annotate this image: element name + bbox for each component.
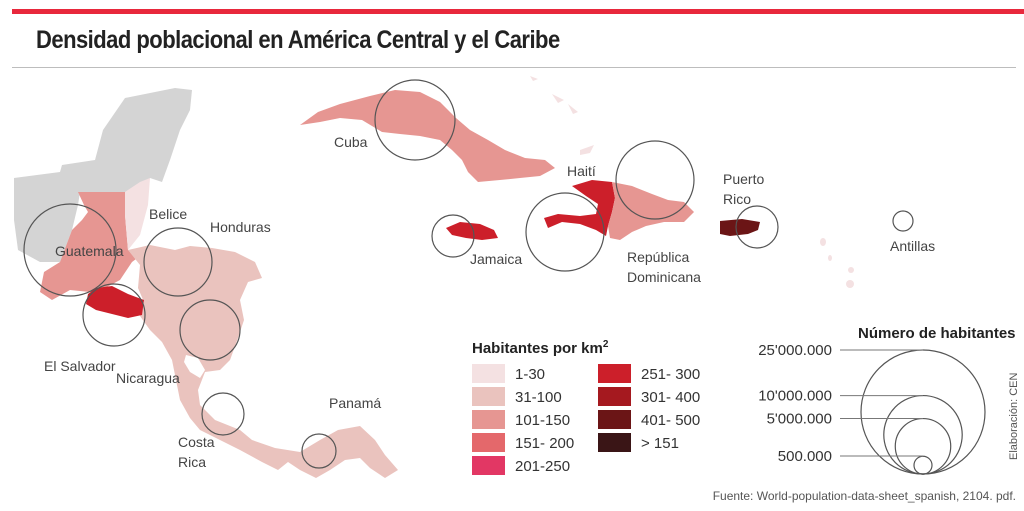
mexico-region xyxy=(14,88,192,262)
density-legend-label: 1-30 xyxy=(515,366,545,383)
size-legend-label: 5'000.000 xyxy=(767,411,832,428)
size-legend-circle xyxy=(913,455,933,475)
density-legend-label: 301- 400 xyxy=(641,389,700,406)
density-legend-label: 251- 300 xyxy=(641,366,700,383)
density-legend: Habitantes por km2 1-30 31-100 101-150 151-… xyxy=(472,339,700,475)
page-title: Densidad poblacional en América Central … xyxy=(36,26,560,54)
population-circle-jamaica xyxy=(431,214,475,258)
size-legend-title: Número de habitantes xyxy=(858,325,1016,342)
label-puerto-rico-1: Puerto xyxy=(723,171,764,187)
small-islands xyxy=(530,76,854,288)
density-legend-label: 101-150 xyxy=(515,412,570,429)
size-legend-circle xyxy=(894,417,952,475)
density-legend-title-superscript: 2 xyxy=(603,339,609,350)
population-circle-dominican-republic xyxy=(615,140,695,220)
label-jamaica: Jamaica xyxy=(470,251,522,267)
label-antillas: Antillas xyxy=(890,238,935,254)
population-circle-panama xyxy=(301,433,337,469)
label-costa-rica-1: Costa xyxy=(178,434,215,450)
title-divider xyxy=(12,67,1016,68)
country-puerto-rico xyxy=(720,219,760,236)
size-legend-circle xyxy=(883,394,963,475)
label-rep-dom-2: Dominicana xyxy=(627,269,701,285)
density-legend-title-text: Habitantes por km xyxy=(472,340,603,357)
density-legend-label: 201-250 xyxy=(515,458,570,475)
population-circle-antillas xyxy=(892,210,914,232)
density-swatch xyxy=(472,387,505,406)
label-costa-rica-2: Rica xyxy=(178,454,206,470)
label-haiti: Haití xyxy=(567,163,596,179)
population-circle-el-salvador xyxy=(82,283,146,347)
size-legend-label: 25'000.000 xyxy=(758,342,832,359)
lake-nicaragua xyxy=(184,355,205,378)
density-swatch xyxy=(598,433,631,452)
label-belice: Belice xyxy=(149,206,187,222)
population-circle-honduras xyxy=(143,227,213,297)
label-el-salvador: El Salvador xyxy=(44,358,116,374)
country-cuba xyxy=(300,90,555,182)
source-note: Fuente: World-population-data-sheet_span… xyxy=(712,489,1016,503)
label-puerto-rico-2: Rico xyxy=(723,191,751,207)
label-rep-dom-1: República xyxy=(627,249,689,265)
country-dominican-republic xyxy=(608,182,694,240)
label-nicaragua: Nicaragua xyxy=(116,370,180,386)
density-swatch xyxy=(472,364,505,383)
country-jamaica xyxy=(446,222,498,240)
density-swatch xyxy=(598,364,631,383)
density-swatch xyxy=(472,410,505,429)
density-legend-label: 151- 200 xyxy=(515,435,574,452)
country-honduras-nicaragua xyxy=(128,245,398,478)
size-legend-circle xyxy=(860,349,986,475)
population-circle-haiti xyxy=(525,192,605,272)
country-belice xyxy=(125,178,150,250)
size-legend-label: 500.000 xyxy=(778,448,832,465)
label-guatemala: Guatemala xyxy=(55,243,124,259)
population-circle-nicaragua xyxy=(179,299,241,361)
density-swatch xyxy=(598,387,631,406)
density-legend-label: > 151 xyxy=(641,435,679,452)
density-swatch xyxy=(472,433,505,452)
accent-bar xyxy=(12,9,1024,14)
density-swatch xyxy=(472,456,505,475)
density-legend-label: 401- 500 xyxy=(641,412,700,429)
country-el-salvador xyxy=(86,286,144,318)
size-legend-label: 10'000.000 xyxy=(758,388,832,405)
population-circle-cuba xyxy=(374,79,456,161)
population-circle-puerto-rico xyxy=(735,205,779,249)
density-swatch xyxy=(598,410,631,429)
label-cuba: Cuba xyxy=(334,134,368,150)
density-legend-title: Habitantes por km2 xyxy=(472,339,609,357)
country-haiti xyxy=(544,180,615,236)
credit-note: Elaboración: CEN xyxy=(1008,372,1020,460)
size-legend: Número de habitantes 25'000.000 10'000.00… xyxy=(758,325,1016,475)
density-legend-label: 31-100 xyxy=(515,389,562,406)
population-circle-costa-rica xyxy=(201,392,245,436)
population-circle-guatemala xyxy=(23,203,117,297)
label-honduras: Honduras xyxy=(210,219,271,235)
label-panama: Panamá xyxy=(329,395,381,411)
country-guatemala xyxy=(40,192,140,300)
